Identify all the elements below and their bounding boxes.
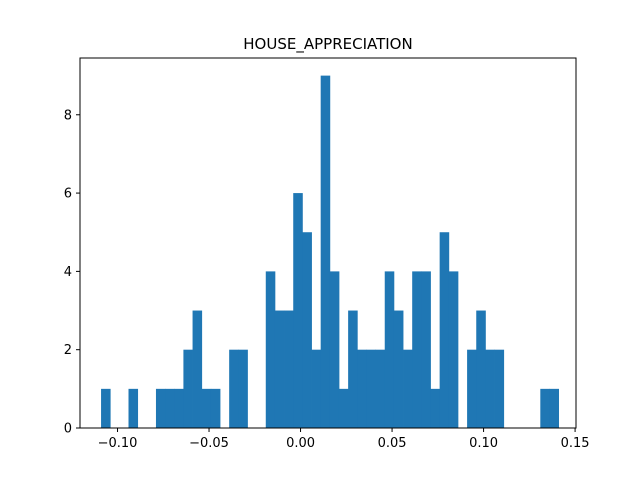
- x-tick-label-2: 0.00: [286, 436, 315, 451]
- histogram-bar-21: [357, 349, 367, 428]
- histogram-bar-9: [229, 349, 239, 428]
- histogram-bar-6: [192, 310, 203, 428]
- histogram-bar-36: [540, 388, 550, 428]
- histogram-bar-23: [375, 349, 386, 428]
- histogram-bar-35: [494, 349, 505, 428]
- histogram-bar-2: [155, 388, 166, 428]
- histogram-bar-31: [448, 271, 459, 428]
- y-tick-label-0: 0: [64, 422, 72, 437]
- y-tick-label-2: 4: [64, 265, 72, 280]
- histogram-bar-17: [320, 75, 331, 429]
- y-axis-ticks: 0 2 4 6 8: [64, 108, 80, 437]
- histogram-bar-30: [439, 232, 450, 428]
- bars-group: [101, 75, 560, 429]
- histogram-bar-15: [302, 232, 312, 428]
- histogram-bar-19: [338, 388, 349, 428]
- histogram-bar-33: [476, 310, 486, 428]
- y-tick-label-1: 2: [64, 343, 72, 358]
- y-tick-label-3: 6: [64, 187, 72, 202]
- x-tick-label-0: −0.10: [98, 436, 138, 451]
- y-tick-label-4: 8: [64, 108, 72, 123]
- histogram-bar-26: [403, 349, 413, 428]
- x-axis-ticks: −0.10 −0.05 0.00 0.05 0.10 0.15: [98, 428, 590, 451]
- histogram-bar-16: [311, 349, 322, 428]
- histogram-bar-13: [284, 310, 294, 428]
- histogram-bar-37: [549, 388, 560, 428]
- histogram-bar-20: [348, 310, 358, 428]
- histogram-bar-14: [293, 193, 303, 428]
- histogram-bar-24: [384, 271, 395, 428]
- histogram-bar-10: [238, 349, 248, 428]
- histogram-bar-5: [183, 349, 193, 428]
- histogram-bar-22: [366, 349, 376, 428]
- plot-frame: [79, 57, 577, 429]
- x-tick-label-5: 0.15: [561, 436, 590, 451]
- histogram-bar-34: [485, 349, 495, 428]
- histogram-bar-4: [174, 388, 184, 428]
- x-tick-label-1: −0.05: [189, 436, 229, 451]
- histogram-bar-7: [201, 388, 212, 428]
- histogram-bar-8: [210, 388, 221, 428]
- histogram-bar-25: [393, 310, 404, 428]
- x-tick-label-3: 0.05: [378, 436, 407, 451]
- histogram-bar-11: [265, 271, 276, 428]
- histogram-bar-1: [128, 388, 139, 428]
- histogram-bar-32: [467, 349, 477, 428]
- histogram-bar-3: [165, 388, 175, 428]
- histogram-bar-0: [101, 388, 111, 428]
- histogram-bar-29: [430, 388, 441, 428]
- histogram-bar-28: [421, 271, 431, 428]
- chart-title: HOUSE_APPRECIATION: [243, 35, 412, 54]
- histogram-bar-18: [329, 271, 340, 428]
- x-tick-label-4: 0.10: [469, 436, 498, 451]
- histogram-bar-12: [274, 310, 285, 428]
- histogram-bar-27: [412, 271, 422, 428]
